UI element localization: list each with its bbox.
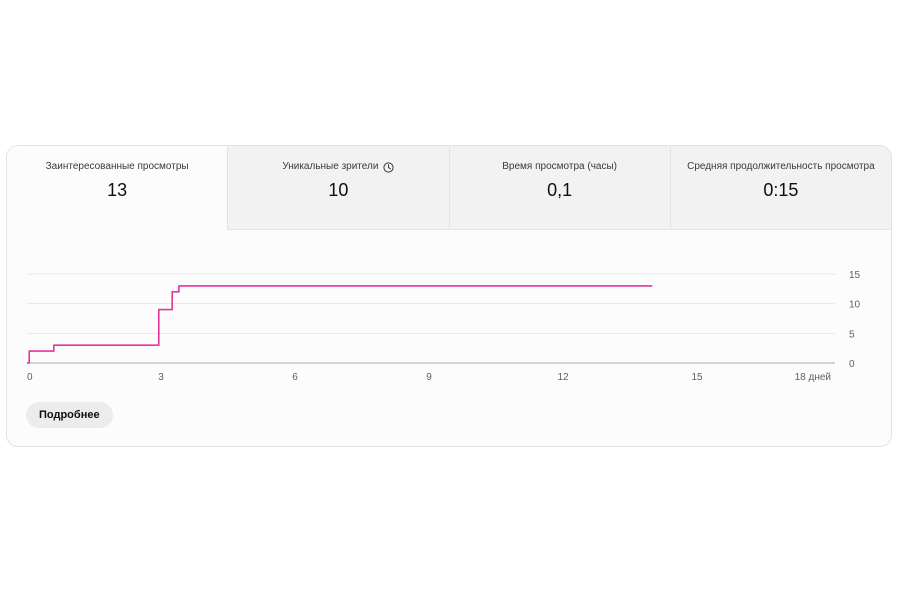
- tab-label: Средняя продолжительность просмотра: [687, 161, 875, 172]
- x-tick-label: 0: [27, 372, 33, 383]
- x-tick-label: 18 дней: [795, 372, 831, 383]
- tab-value: 0,1: [547, 180, 573, 200]
- tab-value: 0:15: [763, 180, 799, 200]
- details-button[interactable]: Подробнее: [26, 402, 113, 428]
- tab-label: Уникальные зрители: [282, 161, 379, 172]
- tab-watch-time[interactable]: Время просмотра (часы) 0,1: [448, 146, 670, 230]
- line-chart: 0 5 10 15 0 3 6 9 12 15 18 дней: [27, 270, 861, 383]
- tab-label: Заинтересованные просмотры: [45, 161, 189, 172]
- chart-area: 0 5 10 15 0 3 6 9 12 15 18 дней: [7, 230, 891, 390]
- tab-value: 10: [328, 180, 349, 200]
- clock-icon: [383, 161, 395, 173]
- y-tick-label: 0: [849, 359, 855, 370]
- tab-label: Время просмотра (часы): [502, 161, 617, 172]
- analytics-card: Заинтересованные просмотры 13 Уникальные…: [6, 145, 892, 447]
- x-tick-label: 6: [292, 372, 298, 383]
- x-tick-label: 3: [158, 372, 164, 383]
- tab-unique-viewers[interactable]: Уникальные зрители 10: [227, 146, 449, 230]
- tab-value: 13: [107, 180, 128, 200]
- x-tick-label: 12: [557, 372, 569, 383]
- series-line: [27, 285, 653, 364]
- tab-engaged-views[interactable]: Заинтересованные просмотры 13: [7, 146, 228, 230]
- x-tick-label: 15: [691, 372, 703, 383]
- y-tick-label: 10: [849, 300, 861, 311]
- tab-avg-view-duration[interactable]: Средняя продолжительность просмотра 0:15: [669, 146, 891, 230]
- y-tick-label: 15: [849, 270, 861, 281]
- y-tick-label: 5: [849, 329, 855, 340]
- x-tick-label: 9: [426, 372, 432, 383]
- metric-tabs: Заинтересованные просмотры 13 Уникальные…: [7, 146, 891, 230]
